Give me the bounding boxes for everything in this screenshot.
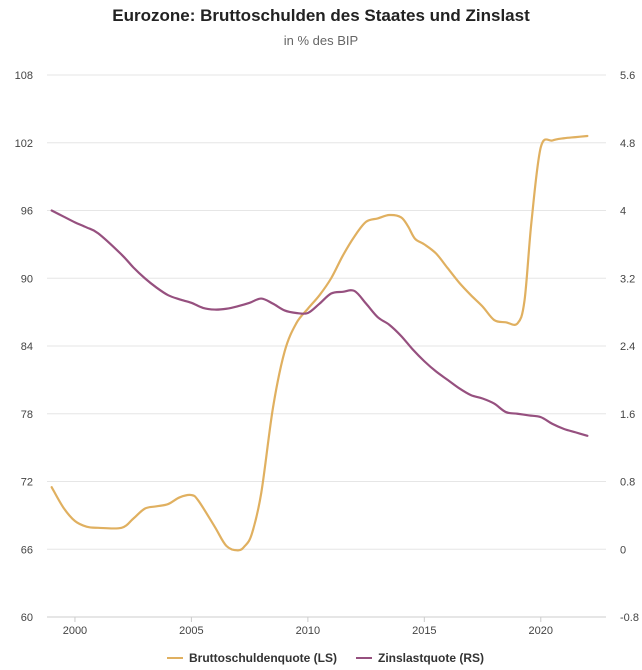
y-right-tick-label: 5.6 (620, 70, 635, 82)
legend-label: Bruttoschuldenquote (LS) (189, 651, 337, 665)
series-line-zinslastquote (50, 209, 589, 437)
y-right-tick-label: 2.4 (620, 341, 635, 353)
series-line-bruttoschuldenquote (50, 134, 589, 552)
y-right-tick-label: 0 (620, 544, 626, 556)
x-tick-label: 2000 (63, 625, 87, 637)
y-left-tick-label: 78 (21, 409, 33, 421)
y-left-tick-label: 96 (21, 206, 33, 218)
x-tick-label: 2020 (529, 625, 553, 637)
chart-subtitle: in % des BIP (284, 33, 358, 48)
legend[interactable]: Bruttoschuldenquote (LS) Zinslastquote (R… (167, 651, 484, 665)
y-right-tick-label: 4 (620, 206, 626, 218)
grid-lines (47, 74, 606, 550)
x-tick-label: 2015 (412, 625, 436, 637)
y-right-tick-label: 3.2 (620, 273, 635, 285)
y-left-tick-label: 66 (21, 544, 33, 556)
axes: 60 66 72 78 84 90 96 102 108 -0.8 0 0.8 1.6 2.4 3.2 4 4.… (15, 70, 639, 637)
y-right-tick-label: 4.8 (620, 138, 635, 150)
x-tick-label: 2010 (296, 625, 320, 637)
legend-item[interactable]: Zinslastquote (RS) (356, 651, 484, 665)
y-left-tick-label: 84 (21, 341, 33, 353)
y-left-tick-label: 60 (21, 612, 33, 624)
series-lines (50, 134, 589, 552)
y-left-tick-label: 102 (15, 138, 33, 150)
y-right-tick-label: 1.6 (620, 409, 635, 421)
legend-item[interactable]: Bruttoschuldenquote (LS) (167, 651, 337, 665)
y-right-tick-label: -0.8 (620, 612, 639, 624)
y-left-tick-label: 108 (15, 70, 33, 82)
chart-title: Eurozone: Bruttoschulden des Staates und… (112, 6, 530, 25)
legend-label: Zinslastquote (RS) (378, 651, 484, 665)
y-right-tick-label: 0.8 (620, 477, 635, 489)
y-left-tick-label: 72 (21, 477, 33, 489)
x-tick-label: 2005 (179, 625, 203, 637)
y-left-tick-label: 90 (21, 273, 33, 285)
